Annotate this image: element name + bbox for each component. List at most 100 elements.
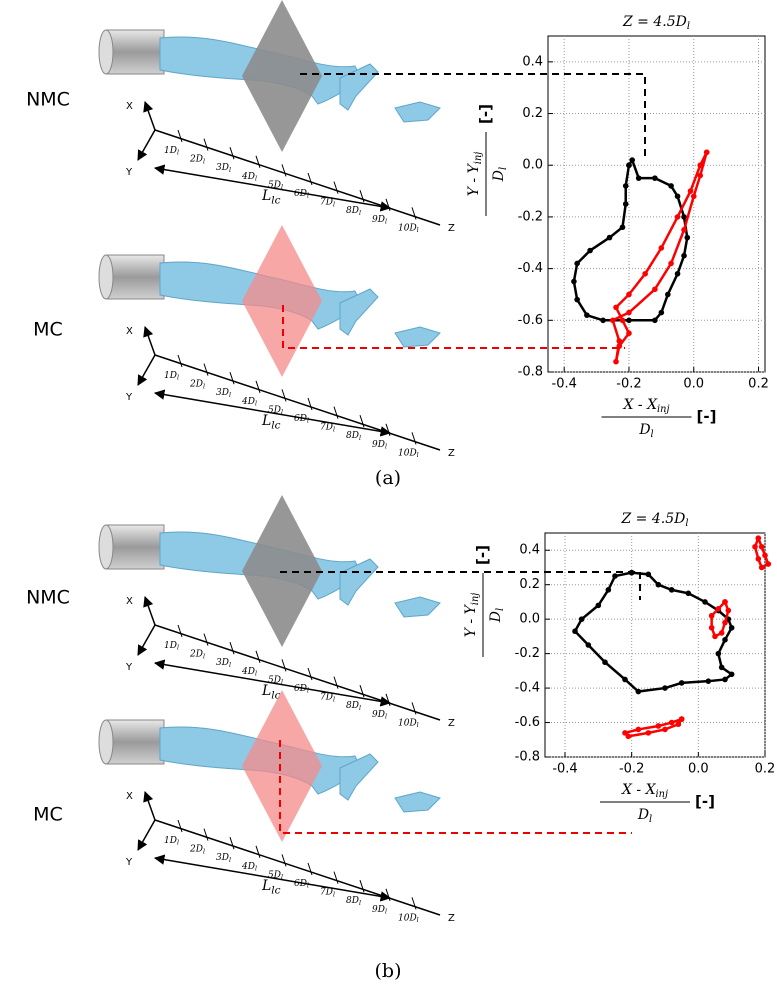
axis-z-tick xyxy=(281,854,287,867)
axis-z-tick-label: 10Dl xyxy=(398,913,419,924)
axis-z-tick-label-main: 10D xyxy=(398,913,417,923)
axis-z-tick-label-main: 8D xyxy=(346,206,359,216)
length-label: Llc xyxy=(261,683,281,702)
axis-z-tick xyxy=(281,389,287,402)
point xyxy=(675,721,682,728)
connector xyxy=(282,305,625,349)
point xyxy=(635,175,642,181)
axis-z-tick-label: 10Dl xyxy=(398,718,419,729)
axis-z-tick-label-sub: l xyxy=(229,856,231,863)
y-label-denominator: Dl xyxy=(491,167,509,182)
axis-z-tick xyxy=(229,147,235,160)
x-tick-label: 0.0 xyxy=(688,762,709,777)
length-label-sub: lc xyxy=(271,690,280,702)
point xyxy=(595,602,602,609)
point xyxy=(626,291,632,298)
point xyxy=(752,543,758,550)
rendering: XYZ1Dl2Dl3Dl4Dl5Dl6Dl7Dl8Dl9Dl10DlLlc xyxy=(98,690,455,924)
y-label-denominator-main: D xyxy=(491,170,507,182)
y-label-unit: [-] xyxy=(477,104,495,124)
axis-z-tick xyxy=(411,897,417,910)
point xyxy=(708,624,715,631)
point xyxy=(697,172,704,179)
jet-fragment xyxy=(339,753,379,801)
y-tick-label: -0.4 xyxy=(518,261,543,276)
point xyxy=(622,183,629,189)
axis-z-tick-label-main: 8D xyxy=(346,701,359,711)
x-label-numerator: X - Xinj xyxy=(621,782,668,800)
axis-z-tick-label-main: 10D xyxy=(398,223,417,233)
axis-z-tick-label: 1Dl xyxy=(164,641,179,652)
axis-z-tick-label: 9Dl xyxy=(372,439,387,450)
y-label-numerator-main: Y - Y xyxy=(463,603,479,637)
point xyxy=(574,296,580,303)
length-label-sub: lc xyxy=(271,195,280,207)
point xyxy=(718,630,725,636)
axis-z-tick xyxy=(333,676,339,689)
axis-z-tick xyxy=(307,862,313,876)
y-tick-label: -0.2 xyxy=(515,646,540,661)
y-label-unit: [-] xyxy=(474,545,492,565)
panel-caption: (a) xyxy=(375,467,401,489)
axis-z-tick-label: 10Dl xyxy=(398,223,419,234)
axis-z-tick-label-sub: l xyxy=(203,158,205,165)
axis-z-tick-label-sub: l xyxy=(385,218,387,225)
axis-z-tick-label-sub: l xyxy=(417,722,419,729)
point xyxy=(616,338,623,344)
point xyxy=(655,723,662,729)
axis-x-label: X xyxy=(126,326,133,337)
y-tick-label: -0.6 xyxy=(515,715,540,730)
y-tick-label: 0.4 xyxy=(522,54,543,69)
x-label-denominator: Dl xyxy=(638,422,653,440)
axis-z-tick-label: 3Dl xyxy=(216,388,231,399)
axis-z-tick-label-main: 9D xyxy=(372,214,385,224)
point xyxy=(665,291,671,298)
point xyxy=(622,730,628,736)
axis-z-tick-label-main: 10D xyxy=(398,718,417,728)
y-tick-label: 0.4 xyxy=(519,543,540,558)
point xyxy=(722,676,728,683)
y-tick-label: -0.8 xyxy=(515,750,540,765)
plane xyxy=(242,690,322,842)
axis-z-tick xyxy=(177,354,183,368)
x-label-numerator-main: X - X xyxy=(621,782,657,798)
axis-y xyxy=(137,129,156,161)
axis-z-tick-label-sub: l xyxy=(229,166,231,173)
axis-x xyxy=(143,596,156,626)
axis-z-tick-label-main: 1D xyxy=(164,371,177,381)
jet-fragment xyxy=(339,558,379,606)
axis-x xyxy=(143,101,156,131)
axis-z-tick-label: 8Dl xyxy=(346,206,361,217)
point xyxy=(584,312,590,318)
axis-z-tick-label-main: 9D xyxy=(372,904,385,914)
axis-y-label: Y xyxy=(125,167,133,178)
point xyxy=(605,587,612,593)
nozzle-cap xyxy=(98,254,114,300)
point xyxy=(728,671,735,678)
y-label-numerator-sub: inj xyxy=(470,593,481,605)
plane xyxy=(242,0,322,152)
axis-z-tick xyxy=(385,693,391,706)
axis-z-tick xyxy=(229,372,235,385)
renderings: XYZ1Dl2Dl3Dl4Dl5Dl6Dl7Dl8Dl9Dl10DlLlcNMC… xyxy=(26,0,455,982)
axis-z-tick-label: 2Dl xyxy=(189,379,205,390)
axis-z-tick-label: 2Dl xyxy=(189,844,205,855)
axis-z-tick-label-sub: l xyxy=(203,653,205,660)
chart-title-main: Z = 4.5D xyxy=(621,511,686,527)
axis-z xyxy=(154,129,441,226)
point xyxy=(619,224,626,231)
case-label: MC xyxy=(33,319,63,341)
rendering: XYZ1Dl2Dl3Dl4Dl5Dl6Dl7Dl8Dl9Dl10DlLlc xyxy=(98,495,455,729)
nozzle-cap xyxy=(98,524,114,570)
point xyxy=(715,606,722,612)
point xyxy=(626,330,632,337)
panel-caption: (b) xyxy=(375,960,402,982)
length-label-main: L xyxy=(261,188,271,204)
length-arrow xyxy=(153,659,392,707)
point xyxy=(725,607,732,614)
axis-z-tick xyxy=(411,432,417,445)
point xyxy=(762,552,768,559)
axis-z-tick-label-sub: l xyxy=(255,175,257,182)
point xyxy=(609,317,616,324)
axis-z xyxy=(154,354,441,451)
